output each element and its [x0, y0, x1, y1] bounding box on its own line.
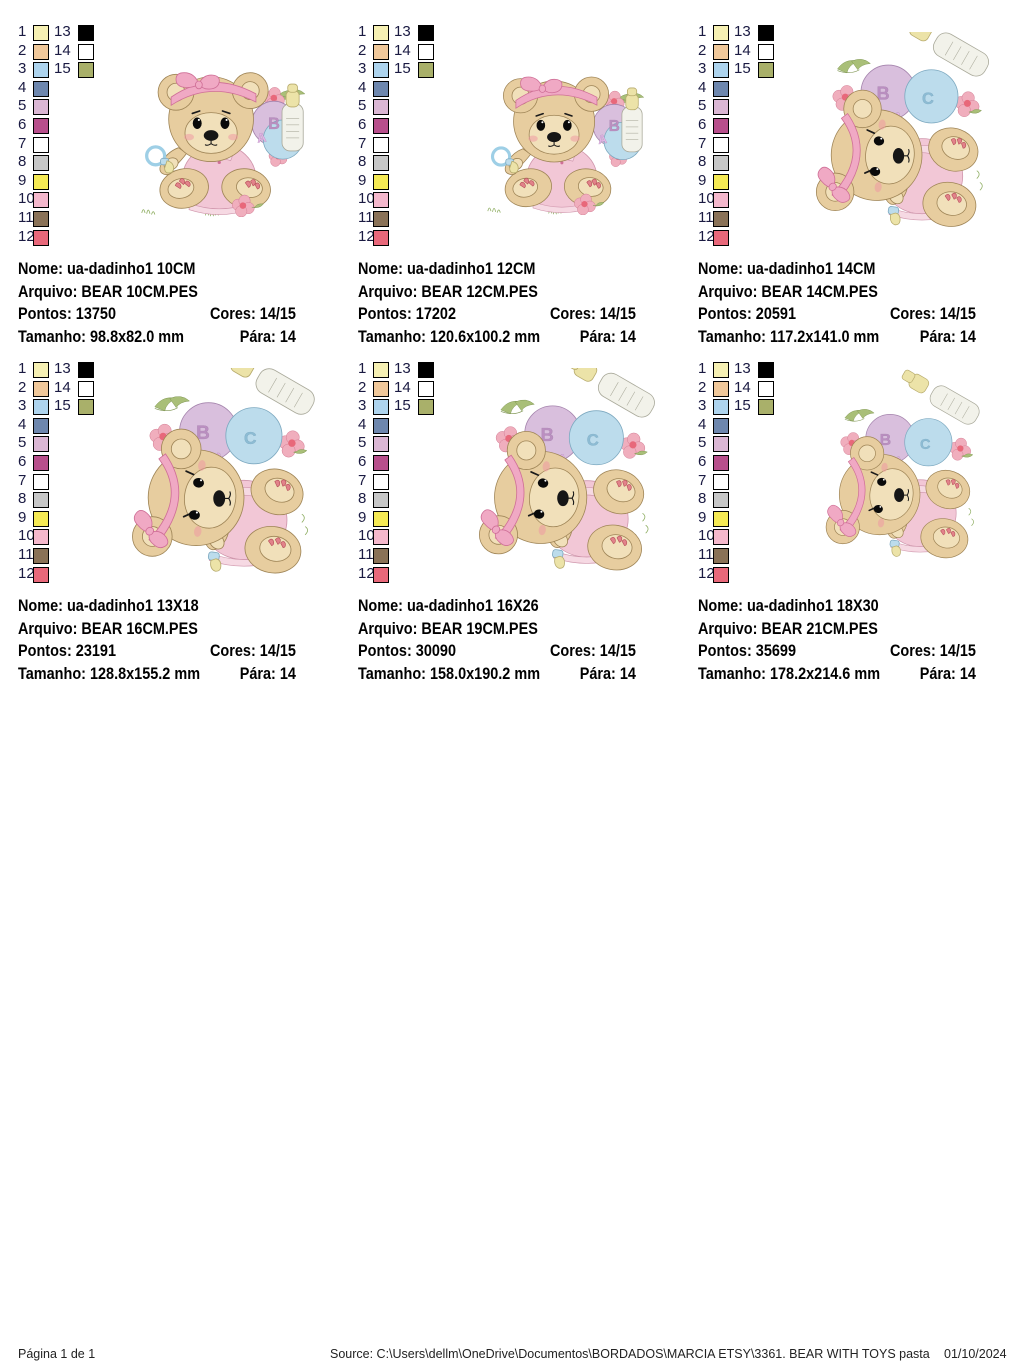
svg-text:C: C	[244, 428, 257, 448]
svg-text:B: B	[268, 115, 280, 133]
svg-text:B: B	[609, 118, 620, 135]
svg-text:C: C	[922, 90, 934, 108]
svg-text:C: C	[920, 437, 931, 453]
svg-text:A: A	[597, 132, 608, 147]
svg-text:C: C	[587, 431, 599, 450]
